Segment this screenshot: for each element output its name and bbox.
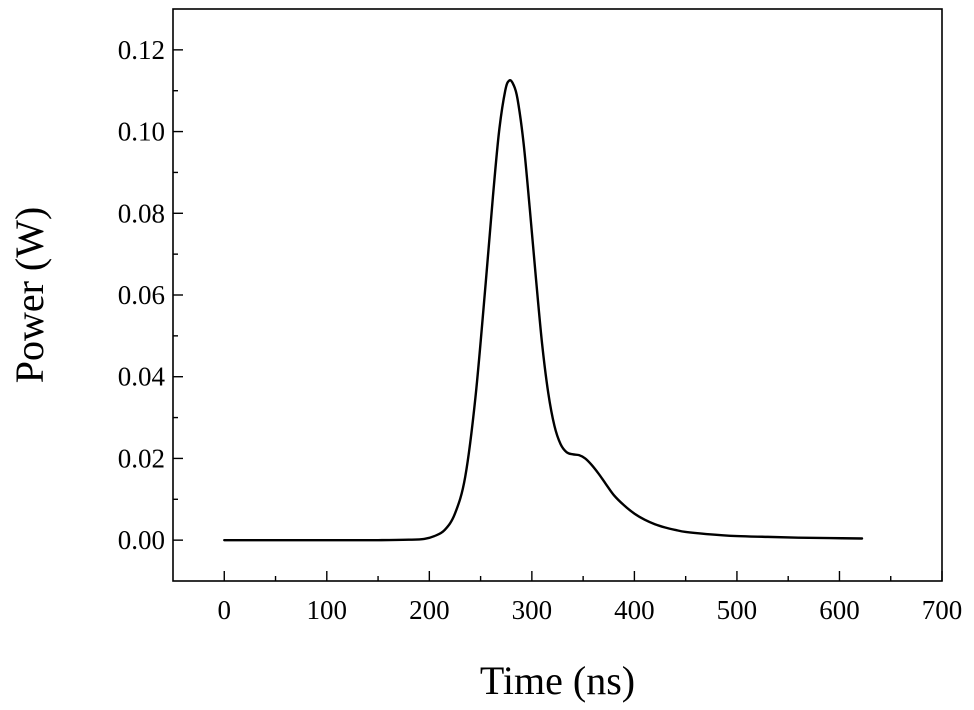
- y-tick-labels: 0.00 0.02 0.04 0.06 0.08 0.10 0.12: [118, 35, 166, 555]
- power-series-line: [223, 79, 864, 542]
- y-tick-label: 0.10: [118, 117, 165, 147]
- y-tick-label: 0.06: [118, 280, 165, 310]
- x-tick-label: 300: [512, 595, 553, 625]
- x-tick-label: 100: [307, 595, 348, 625]
- x-tick-labels: 0 100 200 300 400 500 600 700: [218, 595, 963, 625]
- x-tick-label: 400: [614, 595, 655, 625]
- x-tick-label: 700: [922, 595, 963, 625]
- series-layer: [223, 79, 864, 542]
- y-tick-label: 0.12: [118, 35, 165, 65]
- x-tick-label: 0: [218, 595, 232, 625]
- x-axis-title: Time (ns): [480, 658, 635, 703]
- y-axis-title: Power (W): [7, 207, 52, 384]
- y-tick-label: 0.00: [118, 525, 165, 555]
- y-tick-label: 0.02: [118, 443, 165, 473]
- plot-frame: [172, 8, 943, 582]
- x-tick-label: 200: [409, 595, 450, 625]
- axis-ticks: [173, 49, 943, 581]
- x-tick-label: 500: [717, 595, 758, 625]
- y-tick-label: 0.08: [118, 198, 165, 228]
- x-tick-label: 600: [819, 595, 860, 625]
- y-tick-label: 0.04: [118, 362, 166, 392]
